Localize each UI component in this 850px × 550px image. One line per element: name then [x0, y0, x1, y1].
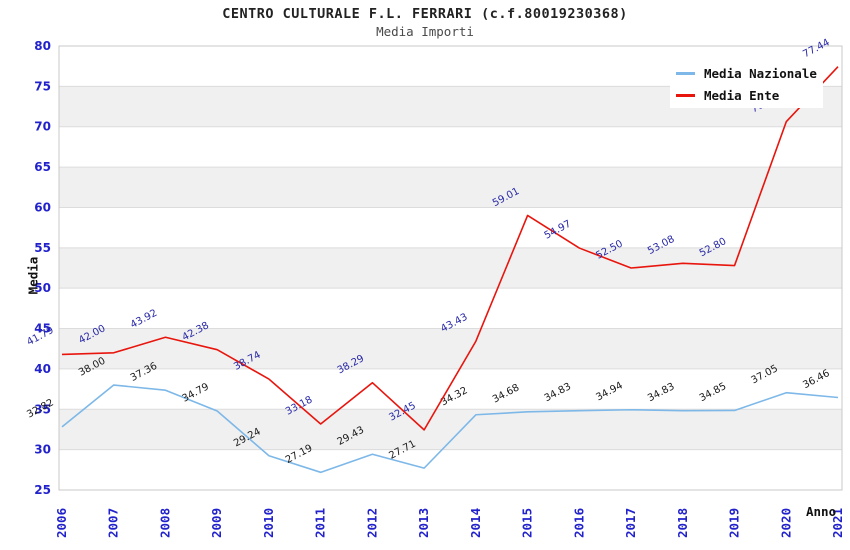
x-tick-label: 2020 — [778, 508, 793, 538]
legend-item-media-nazionale: Media Nazionale — [676, 62, 817, 84]
x-tick-label: 2009 — [209, 508, 224, 538]
x-tick-label: 2010 — [261, 508, 276, 538]
series-line-media-ente — [61, 66, 839, 431]
point-label-media-ente: 54.97 — [543, 219, 573, 242]
y-tick-label: 25 — [34, 483, 51, 497]
x-tick-label: 2017 — [623, 508, 638, 538]
x-tick-label: 2019 — [727, 508, 742, 538]
y-tick-label: 35 — [34, 402, 51, 416]
y-tick-label: 30 — [34, 443, 51, 457]
point-label-media-nazionale: 32.82 — [25, 397, 55, 420]
y-tick-label: 55 — [34, 241, 51, 255]
grid-band — [59, 328, 842, 369]
x-axis-title: Anno — [806, 504, 837, 519]
y-tick-label: 40 — [34, 362, 51, 376]
x-tick-label: 2015 — [520, 508, 535, 538]
point-label-media-nazionale: 34.79 — [180, 381, 210, 404]
point-label-media-nazionale: 34.83 — [543, 381, 573, 404]
chart-title: CENTRO CULTURALE F.L. FERRARI (c.f.80019… — [222, 6, 628, 22]
point-label-media-nazionale: 34.83 — [646, 381, 676, 404]
x-tick-label: 2014 — [468, 508, 483, 538]
y-tick-label: 60 — [34, 200, 51, 214]
series-line-media-nazionale — [61, 384, 839, 474]
grid-band — [59, 247, 842, 289]
x-tick-label: 2018 — [675, 508, 690, 538]
media-ente-line-swatch — [676, 93, 695, 97]
y-tick-label: 50 — [34, 281, 51, 295]
x-tick-label: 2007 — [106, 508, 121, 538]
point-label-media-nazionale: 34.94 — [594, 380, 624, 403]
y-tick-label: 45 — [34, 322, 51, 336]
media-nazionale-line-swatch — [676, 71, 695, 75]
x-tick-label: 2013 — [416, 508, 431, 538]
x-tick-label: 2012 — [364, 508, 379, 538]
plot-frame — [58, 45, 843, 491]
x-tick-label: 2008 — [157, 508, 172, 538]
point-label-media-nazionale: 34.85 — [698, 381, 728, 404]
chart-subtitle: Media Importi — [376, 24, 474, 39]
x-tick-label: 2016 — [571, 508, 586, 538]
y-tick-label: 70 — [34, 120, 51, 134]
legend: Media Nazionale Media Ente — [670, 60, 823, 108]
point-label-media-ente: 43.92 — [129, 308, 159, 331]
y-tick-label: 75 — [34, 79, 51, 93]
grid-band — [59, 409, 842, 450]
point-label-media-ente: 77.44 — [801, 37, 831, 60]
point-label-media-nazionale: 34.68 — [491, 382, 521, 405]
grid-band — [59, 167, 842, 208]
legend-item-media-ente: Media Ente — [676, 84, 817, 106]
x-tick-label: 2011 — [313, 508, 328, 538]
y-tick-label: 80 — [34, 39, 51, 53]
y-axis-title: Media — [25, 256, 41, 295]
point-label-media-nazionale: 36.46 — [801, 368, 831, 391]
legend-label: Media Nazionale — [704, 65, 817, 81]
y-tick-label: 65 — [34, 160, 51, 174]
x-tick-label: 2021 — [830, 508, 845, 538]
x-tick-label: 2006 — [54, 508, 69, 538]
legend-label: Media Ente — [704, 87, 780, 103]
